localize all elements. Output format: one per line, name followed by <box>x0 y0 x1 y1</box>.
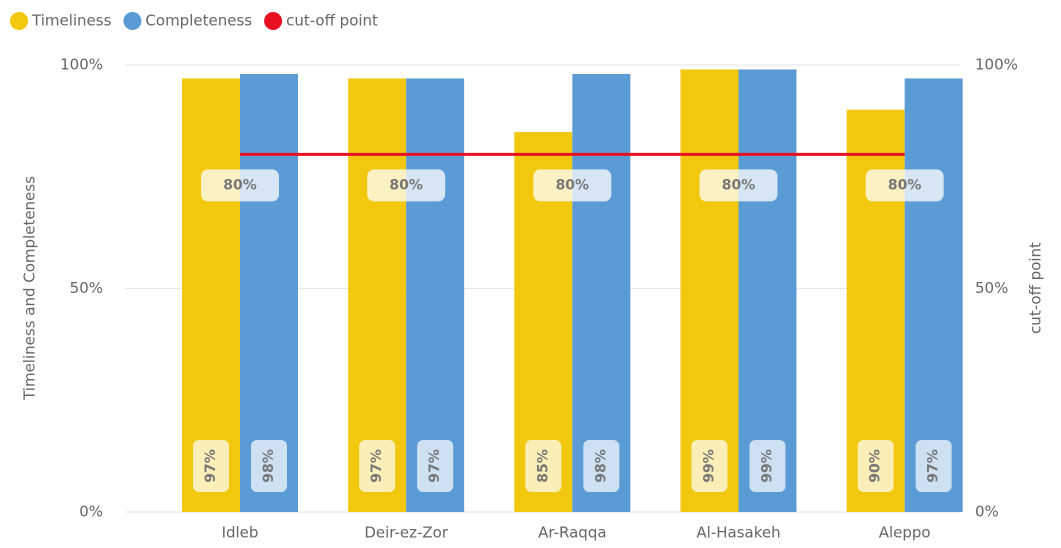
legend-label: Completeness <box>145 12 252 30</box>
legend-label: Timeliness <box>31 12 112 30</box>
data-label: 80% <box>556 177 590 193</box>
data-label: 99% <box>759 449 775 483</box>
y2-tick-label: 100% <box>975 56 1018 74</box>
data-label-box <box>367 169 446 202</box>
y2-tick-label: 50% <box>975 279 1008 297</box>
data-label: 97% <box>926 449 942 483</box>
data-label: 98% <box>261 449 277 483</box>
data-label-box <box>865 169 944 202</box>
bar <box>738 69 797 512</box>
data-label-box <box>857 440 894 492</box>
x-tick-label: Idleb <box>222 524 259 542</box>
legend-swatch <box>10 12 28 30</box>
x-tick-label: Al-Hasakeh <box>696 524 780 542</box>
y2-tick-label: 0% <box>975 503 999 521</box>
bar <box>348 78 407 512</box>
legend-swatch <box>264 12 283 30</box>
data-label-box <box>749 440 786 492</box>
x-tick-label: Ar-Raqqa <box>538 524 606 542</box>
y-tick-label: 0% <box>79 503 103 521</box>
data-label: 85% <box>535 449 551 483</box>
y2-axis-title: cut-off point <box>1027 242 1045 334</box>
data-label-box <box>525 440 562 492</box>
data-label-box <box>193 440 229 492</box>
bar <box>572 73 631 512</box>
bar <box>406 78 465 512</box>
bar <box>680 69 739 512</box>
data-label-box <box>691 440 728 492</box>
y-axis-title: Timeliness and Completeness <box>21 176 39 401</box>
data-label-box <box>583 440 620 492</box>
data-label-box <box>201 169 279 202</box>
x-tick-label: Deir-ez-Zor <box>364 524 449 542</box>
data-label: 80% <box>389 177 423 193</box>
legend-label: cut-off point <box>286 12 378 30</box>
y-tick-label: 50% <box>70 279 103 297</box>
data-label-box <box>359 440 396 492</box>
data-label: 80% <box>888 177 922 193</box>
legend-swatch <box>123 12 142 30</box>
data-label: 99% <box>701 449 717 483</box>
data-label: 97% <box>369 449 385 483</box>
bar <box>182 78 240 512</box>
data-label-box <box>251 440 287 492</box>
data-label-box <box>417 440 454 492</box>
data-label: 80% <box>722 177 756 193</box>
data-label: 97% <box>203 449 219 483</box>
data-label: 80% <box>223 177 257 193</box>
bar <box>904 78 963 512</box>
data-label-box <box>699 169 778 202</box>
data-label-box <box>915 440 952 492</box>
data-label: 97% <box>427 449 443 483</box>
data-label-box <box>533 169 612 202</box>
x-tick-label: Aleppo <box>879 524 931 542</box>
data-label: 98% <box>593 449 609 483</box>
bar <box>240 73 298 512</box>
data-label: 90% <box>868 449 884 483</box>
y-tick-label: 100% <box>60 56 103 74</box>
